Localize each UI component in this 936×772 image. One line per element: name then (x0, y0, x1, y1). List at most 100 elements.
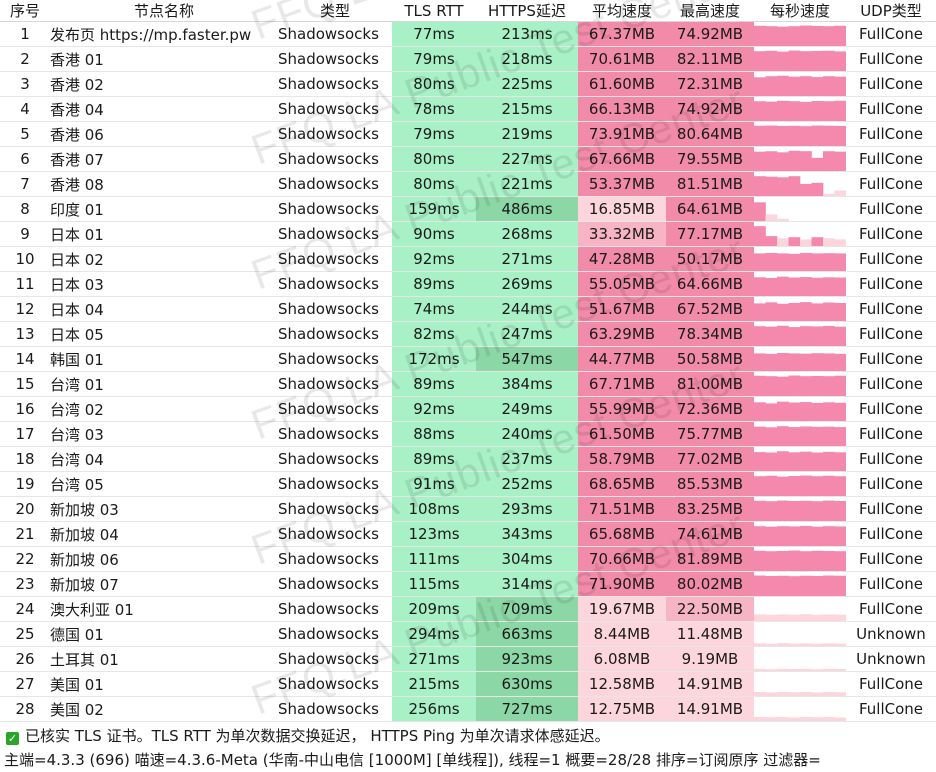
table-row[interactable]: 15 台湾 01 Shadowsocks 89ms 384ms 67.71MB 81.00M… (0, 371, 936, 397)
speed-sparkline (754, 375, 846, 396)
sparkline-bar (777, 500, 789, 521)
table-row[interactable]: 11 日本 03 Shadowsocks 89ms 269ms 55.05MB 64.66M… (0, 271, 936, 297)
sparkline-bar (823, 500, 835, 521)
table-row[interactable]: 23 新加坡 07 Shadowsocks 115ms 314ms 71.90MB 80.0… (0, 571, 936, 597)
table-row[interactable]: 28 美国 02 Shadowsocks 256ms 727ms 12.75MB 14.91… (0, 696, 936, 722)
per-second-speed-cell (754, 146, 846, 172)
table-row[interactable]: 7 香港 08 Shadowsocks 80ms 221ms 53.37MB 81.51MB… (0, 171, 936, 197)
sparkline-bar (834, 375, 846, 396)
sparkline-bar (754, 277, 766, 296)
node-name-cell: 台湾 05 (50, 471, 278, 497)
speed-sparkline (754, 426, 846, 446)
header-https-latency[interactable]: HTTPS延迟 (476, 0, 578, 22)
table-row[interactable]: 10 日本 02 Shadowsocks 92ms 271ms 47.28MB 50.17M… (0, 246, 936, 272)
sparkline-bar (765, 692, 778, 696)
speed-sparkline (754, 451, 846, 471)
udp-type-cell: FullCone (846, 421, 936, 447)
sparkline-bar (788, 669, 801, 671)
row-index-cell: 19 (0, 471, 50, 497)
udp-type-cell: FullCone (846, 671, 936, 697)
udp-type-cell: FullCone (846, 346, 936, 372)
max-speed-cell: 83.25MB (666, 496, 754, 522)
sparkline-bar (788, 576, 801, 596)
table-row[interactable]: 3 香港 02 Shadowsocks 80ms 225ms 61.60MB 72.31MB… (0, 71, 936, 97)
table-row[interactable]: 2 香港 01 Shadowsocks 79ms 218ms 70.61MB 82.11MB… (0, 46, 936, 72)
udp-type-cell: FullCone (846, 121, 936, 147)
sparkline-bar (788, 452, 801, 471)
footer-note: ✓ 已核实 TLS 证书。TLS RTT 为单次数据交换延迟， HTTPS Pin… (0, 724, 936, 748)
avg-speed-cell: 55.99MB (578, 396, 666, 422)
node-name-cell: 香港 04 (50, 96, 278, 122)
table-row[interactable]: 25 德国 01 Shadowsocks 294ms 663ms 8.44MB 11.48M… (0, 621, 936, 647)
tls-rtt-cell: 92ms (392, 396, 476, 422)
sparkline-bar (754, 77, 766, 96)
table-row[interactable]: 16 台湾 02 Shadowsocks 92ms 249ms 55.99MB 72.36M… (0, 396, 936, 422)
speed-sparkline (754, 717, 846, 721)
sparkline-bar (811, 643, 824, 646)
row-index-cell: 22 (0, 546, 50, 572)
sparkline-bar (765, 302, 778, 321)
sparkline-bar (777, 75, 789, 96)
header-index[interactable]: 序号 (0, 0, 50, 22)
header-avg-speed[interactable]: 平均速度 (578, 0, 666, 22)
table-row[interactable]: 8 印度 01 Shadowsocks 159ms 486ms 16.85MB 64.61M… (0, 196, 936, 222)
table-row[interactable]: 12 日本 04 Shadowsocks 74ms 244ms 51.67MB 67.52M… (0, 296, 936, 322)
avg-speed-cell: 66.13MB (578, 96, 666, 122)
table-row[interactable]: 5 香港 06 Shadowsocks 79ms 219ms 73.91MB 80.64MB… (0, 121, 936, 147)
header-max-speed[interactable]: 最高速度 (666, 0, 754, 22)
udp-type-cell: FullCone (846, 221, 936, 247)
per-second-speed-cell (754, 396, 846, 422)
check-icon: ✓ (6, 732, 19, 745)
sparkline-bar (765, 236, 778, 246)
sparkline-bar (800, 76, 812, 96)
row-index-cell: 7 (0, 171, 50, 197)
tls-rtt-cell: 74ms (392, 296, 476, 322)
header-type[interactable]: 类型 (278, 0, 392, 22)
sparkline-bar (754, 101, 766, 121)
sparkline-bar (811, 476, 824, 496)
table-row[interactable]: 13 日本 05 Shadowsocks 82ms 247ms 63.29MB 78.34M… (0, 321, 936, 347)
table-row[interactable]: 18 台湾 04 Shadowsocks 89ms 237ms 58.79MB 77.02M… (0, 446, 936, 472)
table-header-row: 序号 节点名称 类型 TLS RTT HTTPS延迟 平均速度 最高速度 每秒速… (0, 0, 936, 22)
sparkline-bar (823, 614, 835, 621)
tls-rtt-cell: 92ms (392, 246, 476, 272)
status-bar: 主端=4.3.3 (696) 喵速=4.3.6-Meta (华南-中山电信 [1… (0, 748, 936, 772)
table-row[interactable]: 20 新加坡 03 Shadowsocks 108ms 293ms 71.51MB 83.2… (0, 496, 936, 522)
table-row[interactable]: 6 香港 07 Shadowsocks 80ms 227ms 67.66MB 79.55MB… (0, 146, 936, 172)
sparkline-bar (811, 303, 824, 321)
node-name-cell: 新加坡 07 (50, 571, 278, 597)
per-second-speed-cell (754, 546, 846, 572)
table-row[interactable]: 4 香港 04 Shadowsocks 78ms 215ms 66.13MB 74.92MB… (0, 96, 936, 122)
table-row[interactable]: 1 发布页 https://mp.faster.pw Shadowsocks 77ms… (0, 21, 936, 47)
table-row[interactable]: 21 新加坡 04 Shadowsocks 123ms 343ms 65.68MB 74.6… (0, 521, 936, 547)
table-row[interactable]: 14 韩国 01 Shadowsocks 172ms 547ms 44.77MB 50.58… (0, 346, 936, 372)
table-row[interactable]: 24 澳大利亚 01 Shadowsocks 209ms 709ms 19.67MB 22.… (0, 596, 936, 622)
per-second-speed-cell (754, 471, 846, 497)
per-second-speed-cell (754, 296, 846, 322)
node-name-cell: 澳大利亚 01 (50, 596, 278, 622)
sparkline-bar (800, 101, 812, 121)
sparkline-bar (777, 717, 789, 721)
sparkline-bar (823, 253, 835, 271)
sparkline-bar (823, 325, 835, 346)
speed-sparkline (754, 150, 846, 171)
sparkline-bar (788, 302, 801, 321)
sparkline-bar (800, 51, 812, 71)
table-row[interactable]: 17 台湾 03 Shadowsocks 88ms 240ms 61.50MB 75.77M… (0, 421, 936, 447)
table-row[interactable]: 26 土耳其 01 Shadowsocks 271ms 923ms 6.08MB 9.19M… (0, 646, 936, 672)
sparkline-bar (823, 238, 835, 246)
avg-speed-cell: 8.44MB (578, 621, 666, 647)
header-node-name[interactable]: 节点名称 (50, 0, 278, 22)
header-udp-type[interactable]: UDP类型 (846, 0, 936, 22)
sparkline-bar (777, 238, 789, 246)
sparkline-bar (834, 100, 846, 121)
table-row[interactable]: 9 日本 01 Shadowsocks 90ms 268ms 33.32MB 77.17MB… (0, 221, 936, 247)
table-row[interactable]: 22 新加坡 06 Shadowsocks 111ms 304ms 70.66MB 81.8… (0, 546, 936, 572)
header-per-second-speed[interactable]: 每秒速度 (754, 0, 846, 22)
header-tls-rtt[interactable]: TLS RTT (392, 0, 476, 22)
table-row[interactable]: 19 台湾 05 Shadowsocks 91ms 252ms 68.65MB 85.53M… (0, 471, 936, 497)
table-row[interactable]: 27 美国 01 Shadowsocks 215ms 630ms 12.58MB 14.91… (0, 671, 936, 697)
sparkline-bar (800, 643, 812, 646)
sparkline-bar (754, 253, 766, 271)
sparkline-bar (754, 614, 766, 621)
